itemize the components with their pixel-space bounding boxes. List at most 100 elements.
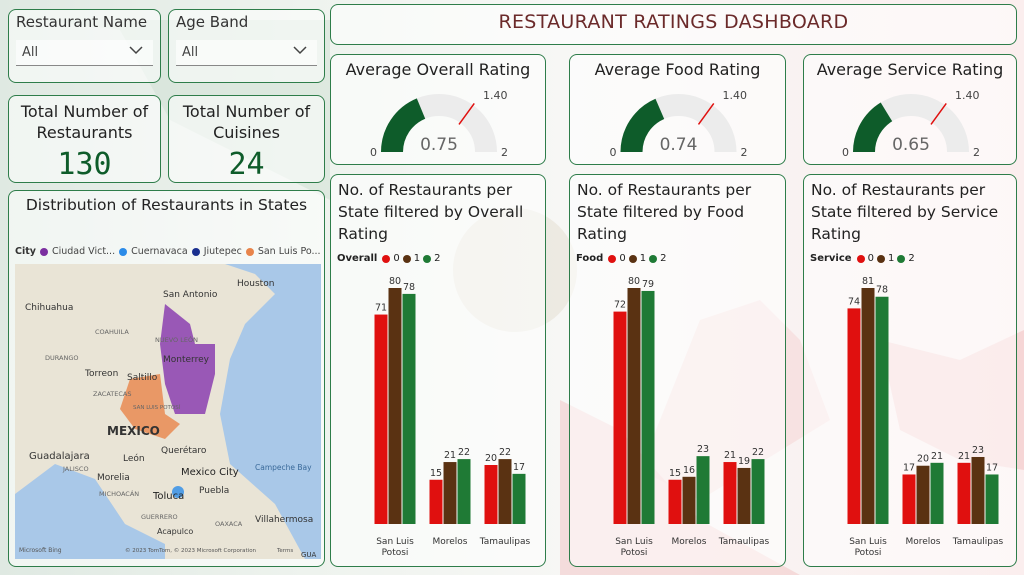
legend-dot-cuernavaca <box>119 247 128 256</box>
map-view[interactable]: San Antonio Houston Chihuahua COAHUILA N… <box>15 264 321 559</box>
restaurant-name-dropdown[interactable]: All <box>16 40 153 66</box>
map-attribution-bing: Microsoft Bing <box>19 547 62 554</box>
map-canvas[interactable]: San Antonio Houston Chihuahua COAHUILA N… <box>15 264 321 559</box>
cuernavaca-marker <box>172 486 184 498</box>
bar[interactable] <box>723 462 737 524</box>
bar[interactable] <box>916 465 930 524</box>
legend-label: 2 <box>908 253 915 264</box>
bar[interactable] <box>627 288 641 524</box>
chevron-down-icon <box>129 46 143 55</box>
gauge-title: Average Overall Rating <box>345 60 531 79</box>
map-place-label: Morelia <box>97 473 130 483</box>
map-title: Distribution of Restaurants in States <box>25 196 308 214</box>
restaurant-name-slicer[interactable]: Restaurant Name All <box>8 9 161 83</box>
bar[interactable] <box>613 311 627 524</box>
bar-data-label: 16 <box>683 465 695 476</box>
map-place-label: Toluca <box>152 491 184 502</box>
legend-label: 2 <box>660 253 667 264</box>
bar-data-label: 22 <box>752 447 764 458</box>
gauge-value-arc <box>853 102 893 153</box>
legend-dot-2 <box>649 254 658 263</box>
chart-title: No. of Restaurants per State filtered by… <box>338 181 524 243</box>
category-tick-label: Tamaulipas <box>952 537 1004 547</box>
bar-data-label: 17 <box>986 462 998 473</box>
gauge-min-label: 0 <box>370 146 377 159</box>
service-rating-gauge: 1.40 0.65 0 2 <box>842 89 980 159</box>
map-place-label: ZACATECAS <box>93 390 131 398</box>
overall-rating-gauge-card: Average Overall Rating 1.40 0.75 0 2 <box>330 54 546 165</box>
bar[interactable] <box>429 479 443 524</box>
legend-label: 2 <box>434 253 441 264</box>
bar[interactable] <box>641 290 655 524</box>
bar[interactable] <box>498 459 512 524</box>
gauge-target-label: 1.40 <box>722 89 747 102</box>
bar-data-label: 80 <box>389 276 401 287</box>
state-distribution-map-card: Distribution of Restaurants in States Ci… <box>8 190 325 567</box>
bar[interactable] <box>751 459 765 524</box>
map-legend-label: City <box>15 246 36 257</box>
legend-dot-1 <box>402 254 411 263</box>
category-tick-label: Morelos <box>905 537 940 547</box>
map-place-label: Houston <box>237 279 274 289</box>
legend-san-luis-potosi: San Luis Po... <box>257 246 321 257</box>
bar-data-label: 81 <box>862 276 874 287</box>
bar[interactable] <box>682 476 696 524</box>
bar[interactable] <box>696 456 710 524</box>
map-place-label: JALISCO <box>62 465 89 473</box>
bar[interactable] <box>985 474 999 524</box>
overall-rating-gauge: 1.40 0.75 0 2 <box>370 89 508 159</box>
map-place-label: MEXICO <box>107 424 160 438</box>
bar[interactable] <box>971 456 985 524</box>
gauge-max-label: 2 <box>501 146 508 159</box>
bar[interactable] <box>457 459 471 524</box>
bar[interactable] <box>374 314 388 524</box>
bar-data-label: 22 <box>499 447 511 458</box>
bar[interactable] <box>957 462 971 524</box>
bar[interactable] <box>388 288 402 524</box>
bar-data-label: 20 <box>485 453 497 464</box>
gauge-target-marker <box>930 103 947 125</box>
bar[interactable] <box>875 296 889 524</box>
age-band-slicer[interactable]: Age Band All <box>168 9 325 83</box>
bar[interactable] <box>402 293 416 524</box>
total-cuisines-title: Total Number of Cuisines <box>182 102 311 142</box>
map-place-label: Querétaro <box>161 445 207 456</box>
bar[interactable] <box>861 288 875 524</box>
bar[interactable] <box>668 479 682 524</box>
bar-data-label: 17 <box>513 462 525 473</box>
map-place-label: Torreon <box>84 369 118 379</box>
map-place-label: GUERRERO <box>141 513 178 521</box>
map-place-label: Chihuahua <box>25 303 73 313</box>
map-place-label: Villahermosa <box>255 515 313 525</box>
bar-data-label: 17 <box>903 462 915 473</box>
category-tick-label: San Luis <box>376 537 414 547</box>
bar[interactable] <box>484 465 498 524</box>
bar[interactable] <box>847 308 861 524</box>
gauge-target-label: 1.40 <box>955 89 980 102</box>
age-band-dropdown[interactable]: All <box>176 40 317 66</box>
bar-data-label: 78 <box>876 285 888 296</box>
map-terms-link[interactable]: Terms <box>276 548 293 554</box>
legend-title: Food <box>576 253 604 264</box>
legend-dot-0 <box>608 254 617 263</box>
total-cuisines-card: Total Number of Cuisines 24 <box>168 95 325 183</box>
map-place-label: OAXACA <box>215 520 243 528</box>
bar[interactable] <box>737 467 751 524</box>
total-restaurants-title: Total Number of Restaurants <box>20 102 149 142</box>
bar-data-label: 21 <box>444 450 456 461</box>
restaurant-name-slicer-label: Restaurant Name <box>16 13 148 31</box>
category-tick-label: Potosi <box>382 548 409 558</box>
legend-title: Service <box>810 253 852 264</box>
bar[interactable] <box>902 474 916 524</box>
bar[interactable] <box>930 462 944 524</box>
chevron-down-icon <box>293 46 307 55</box>
gauge-target-marker <box>458 103 475 125</box>
bar[interactable] <box>443 462 457 524</box>
map-place-label: SAN LUIS POTOSÍ <box>133 404 181 411</box>
gauge-title: Average Food Rating <box>594 60 761 79</box>
bar[interactable] <box>512 473 526 524</box>
pacific-ocean-water <box>15 464 165 559</box>
legend-jiutepec: Jiutepec <box>203 246 242 257</box>
